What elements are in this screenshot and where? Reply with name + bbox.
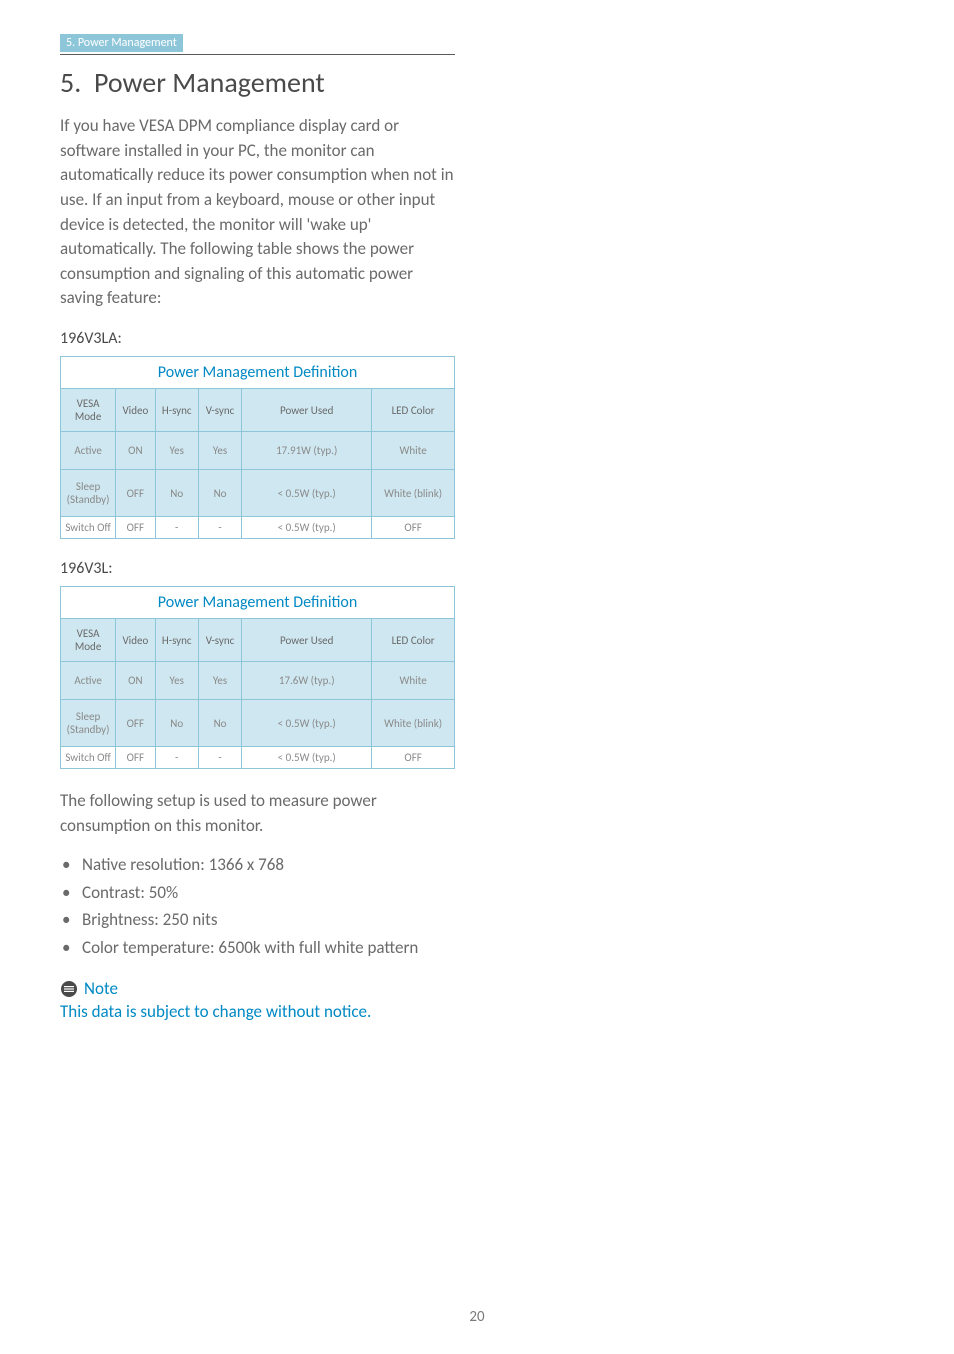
cell-hsync: No bbox=[155, 700, 198, 747]
table-row: Sleep (Standby)OFFNoNo< 0.5W (typ.)White… bbox=[61, 700, 455, 747]
cell-mode: Active bbox=[61, 432, 116, 470]
cell-led: White bbox=[372, 662, 455, 700]
cell-led: White bbox=[372, 432, 455, 470]
cell-led: OFF bbox=[372, 747, 455, 769]
col-header-mode: VESA Mode bbox=[61, 619, 116, 662]
cell-hsync: Yes bbox=[155, 662, 198, 700]
col-header-power: Power Used bbox=[242, 619, 372, 662]
cell-mode: Active bbox=[61, 662, 116, 700]
cell-video: OFF bbox=[116, 747, 155, 769]
cell-power: < 0.5W (typ.) bbox=[242, 470, 372, 517]
table-row: Sleep (Standby)OFFNoNo< 0.5W (typ.)White… bbox=[61, 470, 455, 517]
cell-hsync: - bbox=[155, 747, 198, 769]
cell-hsync: No bbox=[155, 470, 198, 517]
section-title-text: Power Management bbox=[94, 65, 325, 100]
cell-video: ON bbox=[116, 662, 155, 700]
content-column: 5. Power Management If you have VESA DPM… bbox=[60, 65, 455, 1022]
col-header-hsync: H-sync bbox=[155, 389, 198, 432]
col-header-mode: VESA Mode bbox=[61, 389, 116, 432]
list-item: Native resolution: 1366 x 768 bbox=[82, 852, 455, 878]
cell-hsync: - bbox=[155, 517, 198, 539]
col-header-power: Power Used bbox=[242, 389, 372, 432]
cell-power: 17.6W (typ.) bbox=[242, 662, 372, 700]
model-label: 196V3LA: bbox=[60, 329, 455, 348]
cell-vsync: No bbox=[198, 470, 241, 517]
cell-power: < 0.5W (typ.) bbox=[242, 700, 372, 747]
table-row: Switch OffOFF--< 0.5W (typ.)OFF bbox=[61, 747, 455, 769]
table-row: ActiveONYesYes17.6W (typ.)White bbox=[61, 662, 455, 700]
model-label: 196V3L: bbox=[60, 559, 455, 578]
note-text: This data is subject to change without n… bbox=[60, 1001, 455, 1022]
cell-mode: Switch Off bbox=[61, 747, 116, 769]
intro-paragraph: If you have VESA DPM compliance display … bbox=[60, 114, 455, 311]
note-label: Note bbox=[84, 978, 118, 999]
power-management-table: Power Management DefinitionVESA ModeVide… bbox=[60, 586, 455, 769]
cell-hsync: Yes bbox=[155, 432, 198, 470]
measurement-bullets: Native resolution: 1366 x 768Contrast: 5… bbox=[60, 852, 455, 960]
list-item: Color temperature: 6500k with full white… bbox=[82, 935, 455, 961]
cell-vsync: Yes bbox=[198, 432, 241, 470]
col-header-video: Video bbox=[116, 619, 155, 662]
col-header-vsync: V-sync bbox=[198, 389, 241, 432]
cell-vsync: No bbox=[198, 700, 241, 747]
cell-power: < 0.5W (typ.) bbox=[242, 517, 372, 539]
cell-vsync: - bbox=[198, 747, 241, 769]
cell-power: < 0.5W (typ.) bbox=[242, 747, 372, 769]
followup-paragraph: The following setup is used to measure p… bbox=[60, 789, 455, 838]
cell-led: White (blink) bbox=[372, 470, 455, 517]
note-icon bbox=[60, 980, 78, 998]
cell-mode: Sleep (Standby) bbox=[61, 470, 116, 517]
table-title: Power Management Definition bbox=[61, 357, 455, 389]
cell-vsync: Yes bbox=[198, 662, 241, 700]
cell-video: OFF bbox=[116, 517, 155, 539]
cell-video: OFF bbox=[116, 470, 155, 517]
col-header-vsync: V-sync bbox=[198, 619, 241, 662]
table-row: Switch OffOFF--< 0.5W (typ.)OFF bbox=[61, 517, 455, 539]
note-heading: Note bbox=[60, 978, 455, 999]
section-number: 5. bbox=[60, 65, 81, 100]
page-number: 20 bbox=[0, 1308, 954, 1326]
cell-vsync: - bbox=[198, 517, 241, 539]
cell-led: White (blink) bbox=[372, 700, 455, 747]
cell-mode: Sleep (Standby) bbox=[61, 700, 116, 747]
breadcrumb: 5. Power Management bbox=[60, 34, 183, 52]
cell-video: OFF bbox=[116, 700, 155, 747]
cell-video: ON bbox=[116, 432, 155, 470]
cell-power: 17.91W (typ.) bbox=[242, 432, 372, 470]
power-management-table: Power Management DefinitionVESA ModeVide… bbox=[60, 356, 455, 539]
section-divider bbox=[60, 54, 455, 55]
table-row: ActiveONYesYes17.91W (typ.)White bbox=[61, 432, 455, 470]
cell-led: OFF bbox=[372, 517, 455, 539]
list-item: Contrast: 50% bbox=[82, 880, 455, 906]
col-header-led: LED Color bbox=[372, 619, 455, 662]
cell-mode: Switch Off bbox=[61, 517, 116, 539]
list-item: Brightness: 250 nits bbox=[82, 907, 455, 933]
col-header-video: Video bbox=[116, 389, 155, 432]
table-title: Power Management Definition bbox=[61, 587, 455, 619]
col-header-hsync: H-sync bbox=[155, 619, 198, 662]
section-title: 5. Power Management bbox=[60, 65, 455, 100]
col-header-led: LED Color bbox=[372, 389, 455, 432]
